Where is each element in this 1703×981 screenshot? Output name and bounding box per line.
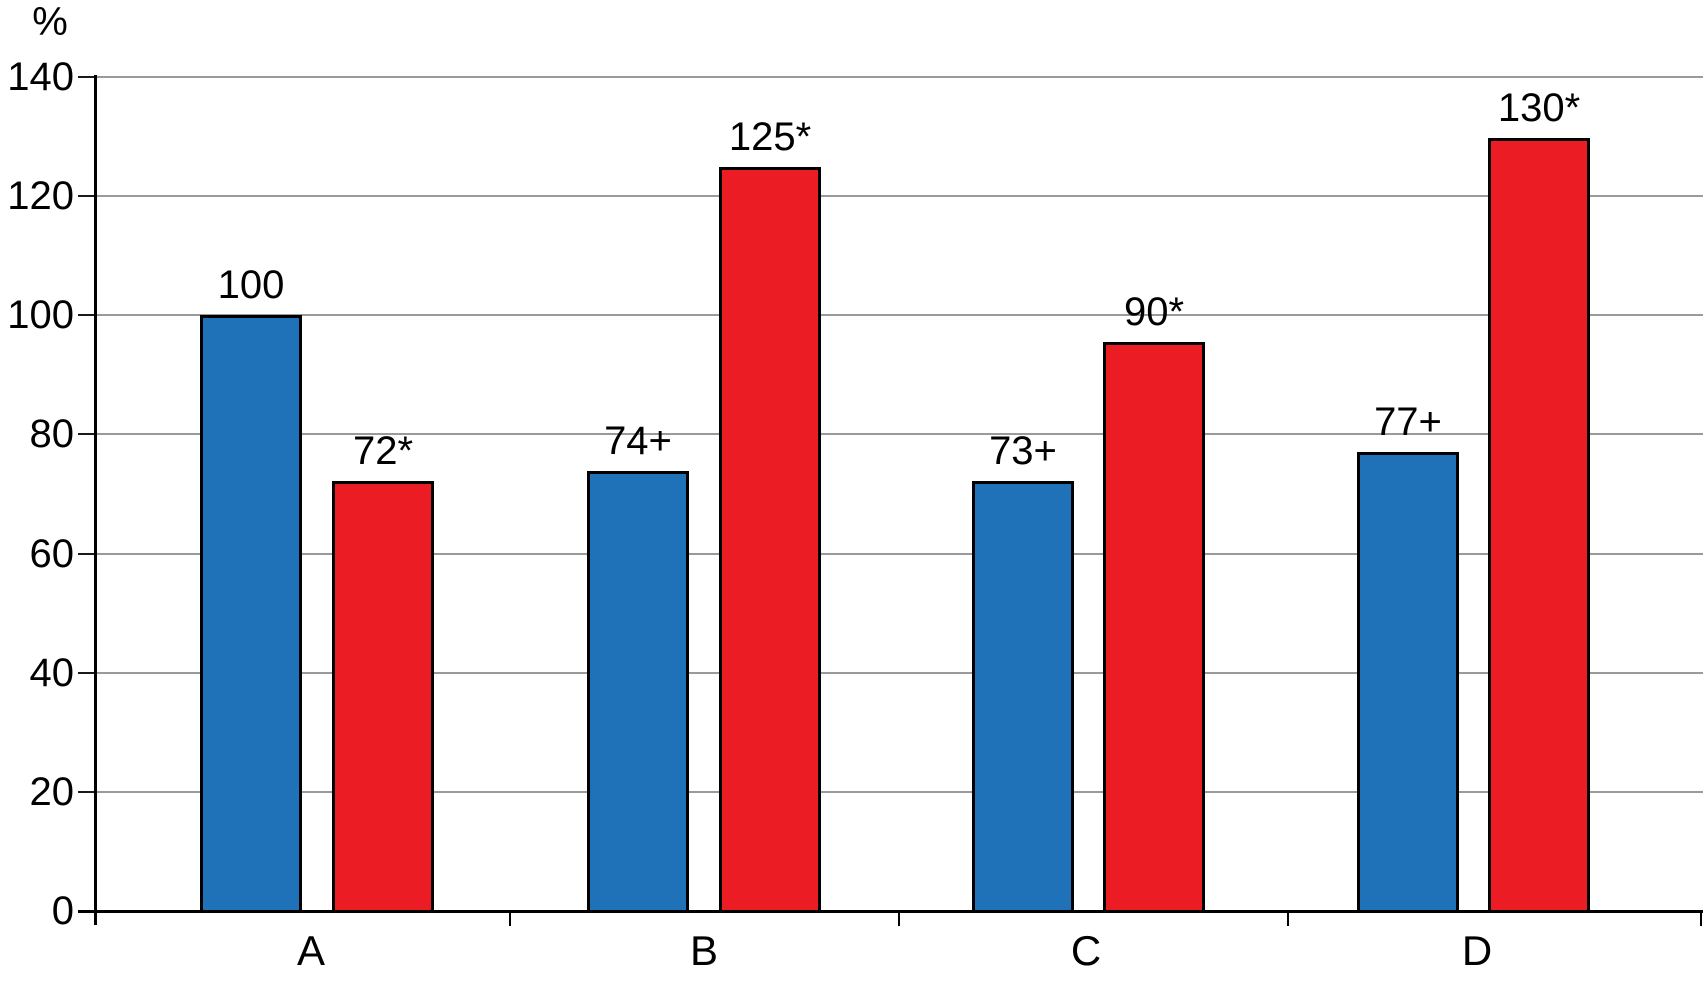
x-axis-boundary-tick-3 (1287, 911, 1289, 926)
category-label-C: C (1070, 927, 1102, 974)
y-axis-tick-label-80: 80 (29, 412, 75, 457)
bar-C-red-series (1103, 342, 1205, 913)
x-axis-line (78, 910, 1703, 913)
bar-value-label-A-blue-series: 100 (217, 263, 285, 307)
bar-value-label-C-blue-series: 73+ (989, 429, 1057, 473)
bar-B-blue-series (587, 471, 689, 913)
y-axis-tick-60 (78, 552, 96, 555)
y-axis-tick-120 (78, 195, 96, 198)
y-axis-line (94, 75, 97, 925)
y-axis-tick-label-40: 40 (29, 650, 75, 695)
bar-value-label-B-blue-series: 74+ (604, 419, 672, 463)
gridline-20 (96, 790, 1703, 793)
bar-A-red-series (332, 481, 434, 913)
y-axis-unit-label: % (32, 0, 68, 44)
y-axis-tick-label-20: 20 (29, 769, 75, 814)
category-label-B: B (689, 927, 718, 974)
bar-value-label-D-red-series: 130* (1497, 86, 1581, 130)
category-label-D: D (1461, 927, 1493, 974)
bar-D-blue-series (1357, 452, 1459, 913)
bar-value-label-B-red-series: 125* (728, 115, 812, 159)
x-axis-boundary-tick-2 (898, 911, 900, 926)
bar-D-red-series (1488, 138, 1590, 913)
bar-value-label-C-red-series: 90* (1123, 290, 1185, 334)
y-axis-tick-label-0: 0 (51, 889, 74, 933)
bar-value-label-A-red-series: 72* (352, 429, 414, 473)
x-axis-boundary-tick-1 (509, 911, 511, 926)
bar-value-label-D-blue-series: 77+ (1374, 400, 1442, 444)
y-axis-tick-label-120: 120 (7, 174, 74, 219)
y-axis-tick-label-60: 60 (29, 531, 75, 576)
y-axis-tick-40 (78, 671, 96, 674)
y-axis-tick-label-140: 140 (7, 55, 74, 99)
bar-A-blue-series (200, 315, 302, 913)
y-axis-tick-140 (78, 76, 96, 78)
y-axis-tick-20 (78, 790, 96, 793)
gridline-80 (96, 433, 1703, 436)
y-axis-tick-100 (78, 314, 96, 317)
category-label-A: A (296, 927, 325, 974)
gridline-100 (96, 314, 1703, 317)
y-axis-tick-label-100: 100 (7, 293, 74, 338)
gridline-60 (96, 552, 1703, 555)
gridline-40 (96, 671, 1703, 674)
y-axis-tick-80 (78, 433, 96, 436)
gridline-140 (96, 76, 1703, 78)
x-axis-boundary-tick-4 (1700, 911, 1702, 926)
bar-C-blue-series (972, 481, 1074, 913)
bar-B-red-series (719, 167, 821, 913)
gridline-120 (96, 195, 1703, 198)
